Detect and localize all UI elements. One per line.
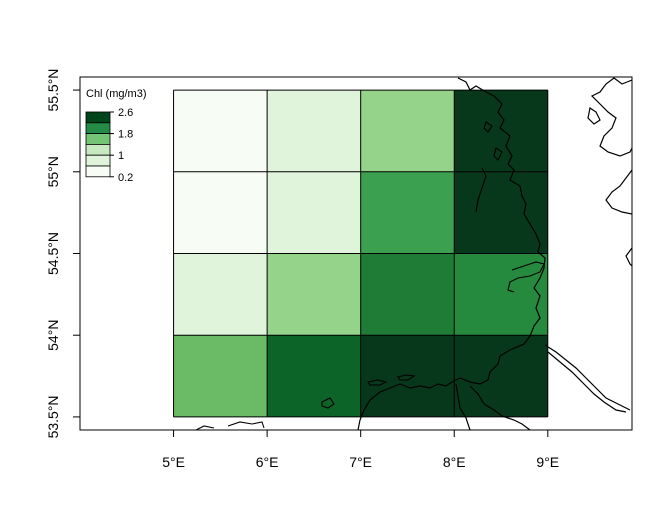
island-2 xyxy=(397,374,416,381)
legend-tick-label-1: 1.8 xyxy=(118,129,133,141)
heatmap-cell-r1-c0 xyxy=(173,171,268,254)
heatmap-cell-r0-c2 xyxy=(360,90,455,172)
heatmap-cell-r1-c3 xyxy=(454,171,548,254)
x-tick-label-4: 9°E xyxy=(536,454,559,470)
legend-tick-label-2: 1 xyxy=(118,150,124,162)
heatmap-cell-r1-c1 xyxy=(267,171,361,254)
coastline-mainland xyxy=(357,77,546,430)
coastline-east-4 xyxy=(587,107,601,125)
legend-swatch-5 xyxy=(85,165,111,178)
legend-swatch-4 xyxy=(85,154,111,167)
heatmap-cell-r2-c2 xyxy=(360,253,455,336)
heatmap-cell-r2-c1 xyxy=(267,253,361,336)
x-tick-label-0: 5°E xyxy=(162,454,185,470)
x-tick-label-3: 8°E xyxy=(443,454,466,470)
legend-ticks: 2.6 1.8 1 0.2 xyxy=(110,107,133,184)
coastline-east-3 xyxy=(625,247,632,267)
y-tick-label-4: 55.5°N xyxy=(45,69,61,112)
heatmap-cell-r3-c1 xyxy=(267,335,361,417)
legend-title: Chl (mg/m3) xyxy=(86,88,147,100)
heatmap-cells xyxy=(173,90,548,417)
island-5 xyxy=(195,425,215,430)
coastline-east-2 xyxy=(605,169,632,215)
y-tick-label-0: 53.5°N xyxy=(45,395,61,438)
coastline-estuary-2 xyxy=(455,383,471,430)
legend: Chl (mg/m3) 2.6 1.8 1 0.2 xyxy=(85,88,147,184)
coastline-estuary xyxy=(469,385,531,430)
x-tick-label-2: 7°E xyxy=(349,454,372,470)
legend-swatch-0 xyxy=(85,111,111,124)
legend-swatches xyxy=(85,111,111,178)
heatmap-cell-r0-c1 xyxy=(267,90,361,172)
coastline-estuary-4 xyxy=(547,351,627,413)
island-3 xyxy=(321,397,335,409)
x-tick-label-1: 6°E xyxy=(256,454,279,470)
island-4 xyxy=(227,421,265,429)
heatmap-cell-r1-c2 xyxy=(360,171,455,254)
heatmap-cell-r3-c2 xyxy=(360,335,455,417)
coastline xyxy=(195,77,632,430)
heatmap-cell-r0-c0 xyxy=(173,90,268,172)
x-axis: 5°E 6°E 7°E 8°E 9°E xyxy=(162,430,559,470)
coastline-estuary-3 xyxy=(544,344,631,411)
coastline-east xyxy=(590,77,632,157)
y-tick-label-1: 54°N xyxy=(45,320,61,351)
island-1 xyxy=(367,379,388,386)
heatmap-cell-r2-c3 xyxy=(454,253,548,336)
y-tick-label-2: 54.5°N xyxy=(45,232,61,275)
legend-swatch-3 xyxy=(85,143,111,156)
legend-tick-label-0: 2.6 xyxy=(118,107,133,119)
legend-swatch-1 xyxy=(85,122,111,135)
island-7 xyxy=(493,147,503,161)
legend-tick-label-3: 0.2 xyxy=(118,172,133,184)
island-6 xyxy=(475,167,487,213)
heatmap-cell-r3-c0 xyxy=(173,335,268,417)
island-9 xyxy=(507,261,545,293)
heatmap-grid-lines xyxy=(173,89,549,418)
y-tick-label-3: 55°N xyxy=(45,156,61,187)
heatmap-cell-r2-c0 xyxy=(173,253,268,336)
y-axis: 53.5°N 54°N 54.5°N 55°N 55.5°N xyxy=(45,69,80,438)
legend-swatch-2 xyxy=(85,133,111,145)
heatmap-cell-r3-c3 xyxy=(454,335,548,417)
island-8 xyxy=(483,121,493,133)
